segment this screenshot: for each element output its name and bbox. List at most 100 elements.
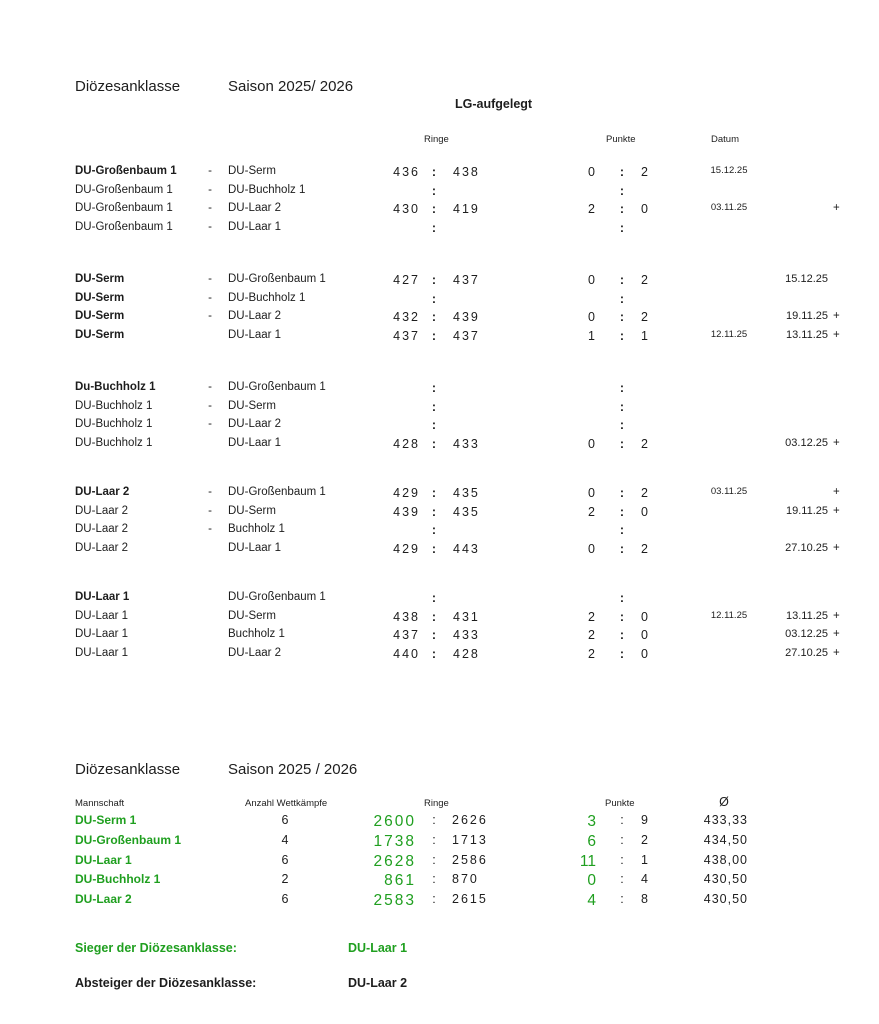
home-team: DU-Laar 2 [75,523,129,536]
ringe-against: 870 [452,872,479,887]
punkte-colon: : [619,418,625,433]
dash-separator: - [208,291,212,304]
match-row: DU-Laar 2 - DU-Großenbaum 1 429 : 435 0 … [0,486,879,505]
match-count: 6 [281,852,289,867]
ringe-home: 439 [393,504,420,519]
match-row: DU-Buchholz 1 - DU-Serm : : [0,400,879,419]
ringe-colon: : [431,486,437,500]
ringe-colon: : [431,591,437,605]
date-secondary: 03.12.25 [785,436,828,449]
ringe-colon: : [432,892,436,907]
discipline-title: LG-aufgelegt [455,97,533,111]
ringe-colon: : [431,541,437,556]
punkte-colon: : [619,165,625,179]
ringe-colon: : [431,523,437,538]
punkte-against: 9 [641,813,648,827]
plus-marker: + [833,609,840,622]
punkte-away: 2 [641,486,648,500]
relegation-value: DU-Laar 2 [348,976,408,990]
ring-average: 438,00 [703,852,748,867]
punkte-against: 4 [641,872,648,887]
ringe-away: 435 [453,486,480,500]
ringe-for: 2600 [373,813,416,830]
punkte-home: 2 [588,504,596,519]
punkte-for: 0 [587,872,596,890]
punkte-away: 2 [641,273,648,287]
date-secondary: 03.12.25 [785,628,828,641]
ringe-colon: : [431,220,437,235]
match-row: DU-Serm - DU-Buchholz 1 : : [0,292,879,311]
punkte-colon: : [619,381,625,395]
punkte-colon: : [620,852,624,867]
ringe-for: 1738 [373,832,416,850]
match-row: Du-Buchholz 1 - DU-Großenbaum 1 : : [0,381,879,400]
away-team: DU-Laar 1 [228,436,282,449]
home-team: DU-Laar 1 [75,591,130,603]
away-team: DU-Serm [228,504,276,517]
plus-marker: + [833,504,840,517]
away-team: DU-Laar 1 [228,541,282,554]
ringe-away: 443 [453,541,480,556]
punkte-away: 2 [641,436,648,451]
punkte-against: 8 [641,892,648,907]
ringe-colon: : [431,628,437,643]
date-secondary: 27.10.25 [785,646,828,659]
punkte-colon: : [619,220,625,235]
standings-row: DU-Laar 2 6 2583 : 2615 4 : 8 430,50 [0,892,879,912]
match-row: DU-Laar 2 - DU-Serm 439 : 435 2 : 0 19.1… [0,505,879,524]
ringe-colon: : [431,328,437,343]
punkte-away: 2 [641,310,648,325]
punkte-away: 2 [641,165,648,179]
date-secondary: 15.12.25 [785,273,828,285]
ringe-home: 436 [393,165,420,179]
match-row: DU-Buchholz 1 - DU-Laar 2 : : [0,418,879,437]
home-team: DU-Buchholz 1 [75,418,153,431]
punkte-home: 2 [588,646,596,661]
away-team: DU-Laar 2 [228,646,282,659]
home-team: DU-Serm [75,310,125,323]
dash-separator: - [208,165,212,177]
dash-separator: - [208,183,212,196]
match-row: DU-Großenbaum 1 - DU-Buchholz 1 : : [0,184,879,203]
punkte-colon: : [620,813,624,827]
date-secondary: 19.11.25 [785,310,828,323]
ringe-against: 2615 [452,892,488,907]
home-team: DU-Serm [75,328,125,341]
ringe-colon: : [431,165,437,179]
ringe-away: 437 [453,328,480,343]
home-team: DU-Serm [75,273,125,285]
match-count: 6 [281,892,289,907]
away-team: Buchholz 1 [228,628,285,641]
punkte-colon: : [619,609,625,624]
punkte-colon: : [619,541,625,556]
punkte-colon: : [620,872,624,887]
ringe-colon: : [431,202,437,217]
ringe-colon: : [432,813,436,827]
ringe-away: 435 [453,504,480,519]
plus-marker: + [833,486,840,498]
match-row: DU-Laar 1 DU-Laar 2 440 : 428 2 : 0 27.1… [0,647,879,666]
ringe-colon: : [431,399,437,414]
home-team: DU-Serm [75,291,125,304]
punkte-colon: : [619,273,625,287]
ringe-colon: : [431,273,437,287]
punkte-for: 4 [587,892,596,910]
ringe-against: 2626 [452,813,488,827]
away-team: DU-Großenbaum 1 [228,381,326,393]
home-team: DU-Laar 2 [75,486,130,498]
match-row: DU-Laar 2 - Buchholz 1 : : [0,523,879,542]
dash-separator: - [208,220,212,233]
punkte-colon: : [619,399,625,414]
home-team: DU-Laar 1 [75,646,129,659]
standings-league-title: Diözesanklasse [75,761,181,778]
dash-separator: - [208,399,212,412]
ringe-home: 427 [393,273,420,287]
plus-marker: + [833,310,840,323]
standings-season-title: Saison 2025 / 2026 [228,761,358,778]
standings-row: DU-Serm 1 6 2600 : 2626 3 : 9 433,33 [0,813,879,833]
ringe-home: 437 [393,328,420,343]
date-secondary: 13.11.25 [785,328,828,341]
plus-marker: + [833,541,840,554]
punkte-away: 1 [641,328,648,343]
